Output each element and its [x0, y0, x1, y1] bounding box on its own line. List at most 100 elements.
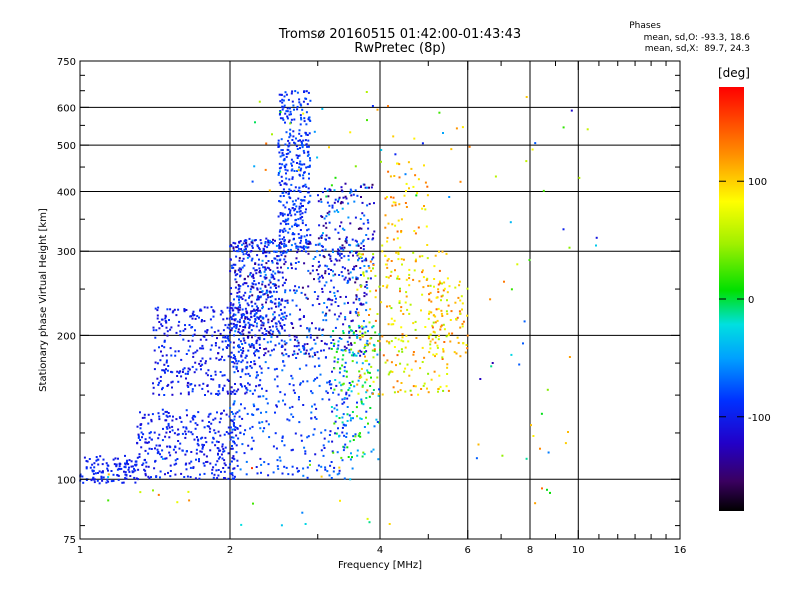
data-point: [343, 228, 346, 231]
data-point: [433, 285, 435, 288]
data-point: [302, 184, 305, 187]
data-point: [202, 462, 205, 465]
data-point: [254, 302, 257, 305]
data-point: [397, 258, 400, 261]
data-point: [410, 393, 413, 396]
data-point: [184, 430, 187, 433]
data-point: [220, 412, 223, 415]
data-point: [294, 222, 297, 225]
data-point: [205, 455, 208, 458]
chart-title: Tromsø 20160515 01:42:00-01:43:43: [278, 27, 522, 42]
data-point: [363, 291, 366, 294]
data-point: [137, 478, 139, 481]
data-point: [262, 252, 265, 255]
data-point: [347, 456, 350, 458]
data-point: [309, 348, 312, 351]
data-point: [337, 305, 340, 307]
data-point: [360, 253, 363, 256]
data-point: [290, 158, 293, 161]
data-point: [157, 451, 160, 454]
data-point: [281, 149, 284, 152]
data-point: [232, 309, 235, 312]
data-point: [442, 323, 445, 326]
data-point: [297, 155, 300, 157]
data-point: [353, 341, 356, 344]
data-point: [359, 267, 362, 269]
data-point: [258, 384, 261, 387]
data-point: [278, 181, 281, 184]
data-point: [320, 274, 323, 277]
data-point: [259, 269, 261, 272]
data-point: [368, 342, 371, 345]
data-point: [165, 326, 168, 329]
data-point: [237, 370, 239, 373]
data-point: [201, 419, 204, 422]
data-point: [181, 449, 184, 452]
data-point: [352, 435, 355, 438]
data-point: [271, 325, 274, 328]
data-point: [360, 257, 363, 259]
data-point: [307, 202, 310, 205]
data-point: [200, 437, 202, 440]
data-point: [273, 277, 276, 280]
data-point: [365, 410, 368, 413]
data-point: [290, 118, 293, 121]
data-point: [465, 344, 468, 346]
data-point: [321, 290, 324, 293]
data-point: [268, 189, 271, 192]
data-point: [229, 463, 231, 466]
data-point: [240, 248, 243, 251]
data-point: [351, 456, 353, 459]
data-point: [268, 436, 271, 439]
data-point: [338, 472, 341, 475]
data-point: [337, 198, 340, 201]
data-point: [174, 473, 177, 476]
data-point: [363, 351, 366, 354]
data-point: [321, 334, 324, 337]
data-point: [440, 312, 443, 315]
data-point: [285, 155, 288, 158]
data-point: [180, 358, 183, 361]
data-point: [294, 242, 297, 245]
data-point: [525, 457, 528, 460]
data-point: [363, 426, 366, 428]
data-point: [281, 284, 284, 287]
data-point: [262, 324, 265, 327]
data-point: [443, 328, 446, 331]
data-point: [275, 322, 278, 325]
data-point: [378, 388, 381, 391]
data-point: [264, 241, 267, 243]
data-point: [237, 360, 240, 363]
data-point: [216, 411, 218, 414]
data-point: [359, 374, 362, 377]
data-point: [281, 435, 284, 438]
data-point: [457, 341, 460, 344]
data-point: [295, 336, 298, 339]
data-point: [530, 424, 532, 427]
data-point: [322, 232, 324, 235]
data-point: [238, 338, 240, 341]
data-point: [437, 338, 440, 341]
data-point: [170, 370, 173, 373]
data-point: [361, 327, 364, 330]
data-point: [187, 430, 190, 433]
data-point: [354, 310, 357, 313]
data-point: [243, 320, 246, 323]
data-point: [229, 472, 232, 475]
data-point: [278, 167, 281, 170]
data-point: [268, 279, 271, 282]
data-point: [254, 263, 257, 265]
data-point: [232, 403, 235, 406]
data-point: [339, 225, 341, 228]
data-point: [157, 306, 160, 309]
data-point: [403, 194, 406, 197]
data-point: [227, 337, 230, 340]
data-point: [260, 324, 263, 327]
data-point: [236, 273, 239, 276]
data-point: [286, 169, 289, 172]
data-point: [202, 382, 205, 385]
data-point: [459, 299, 462, 302]
data-point: [307, 240, 310, 243]
data-point: [290, 267, 293, 270]
data-point: [270, 349, 273, 352]
